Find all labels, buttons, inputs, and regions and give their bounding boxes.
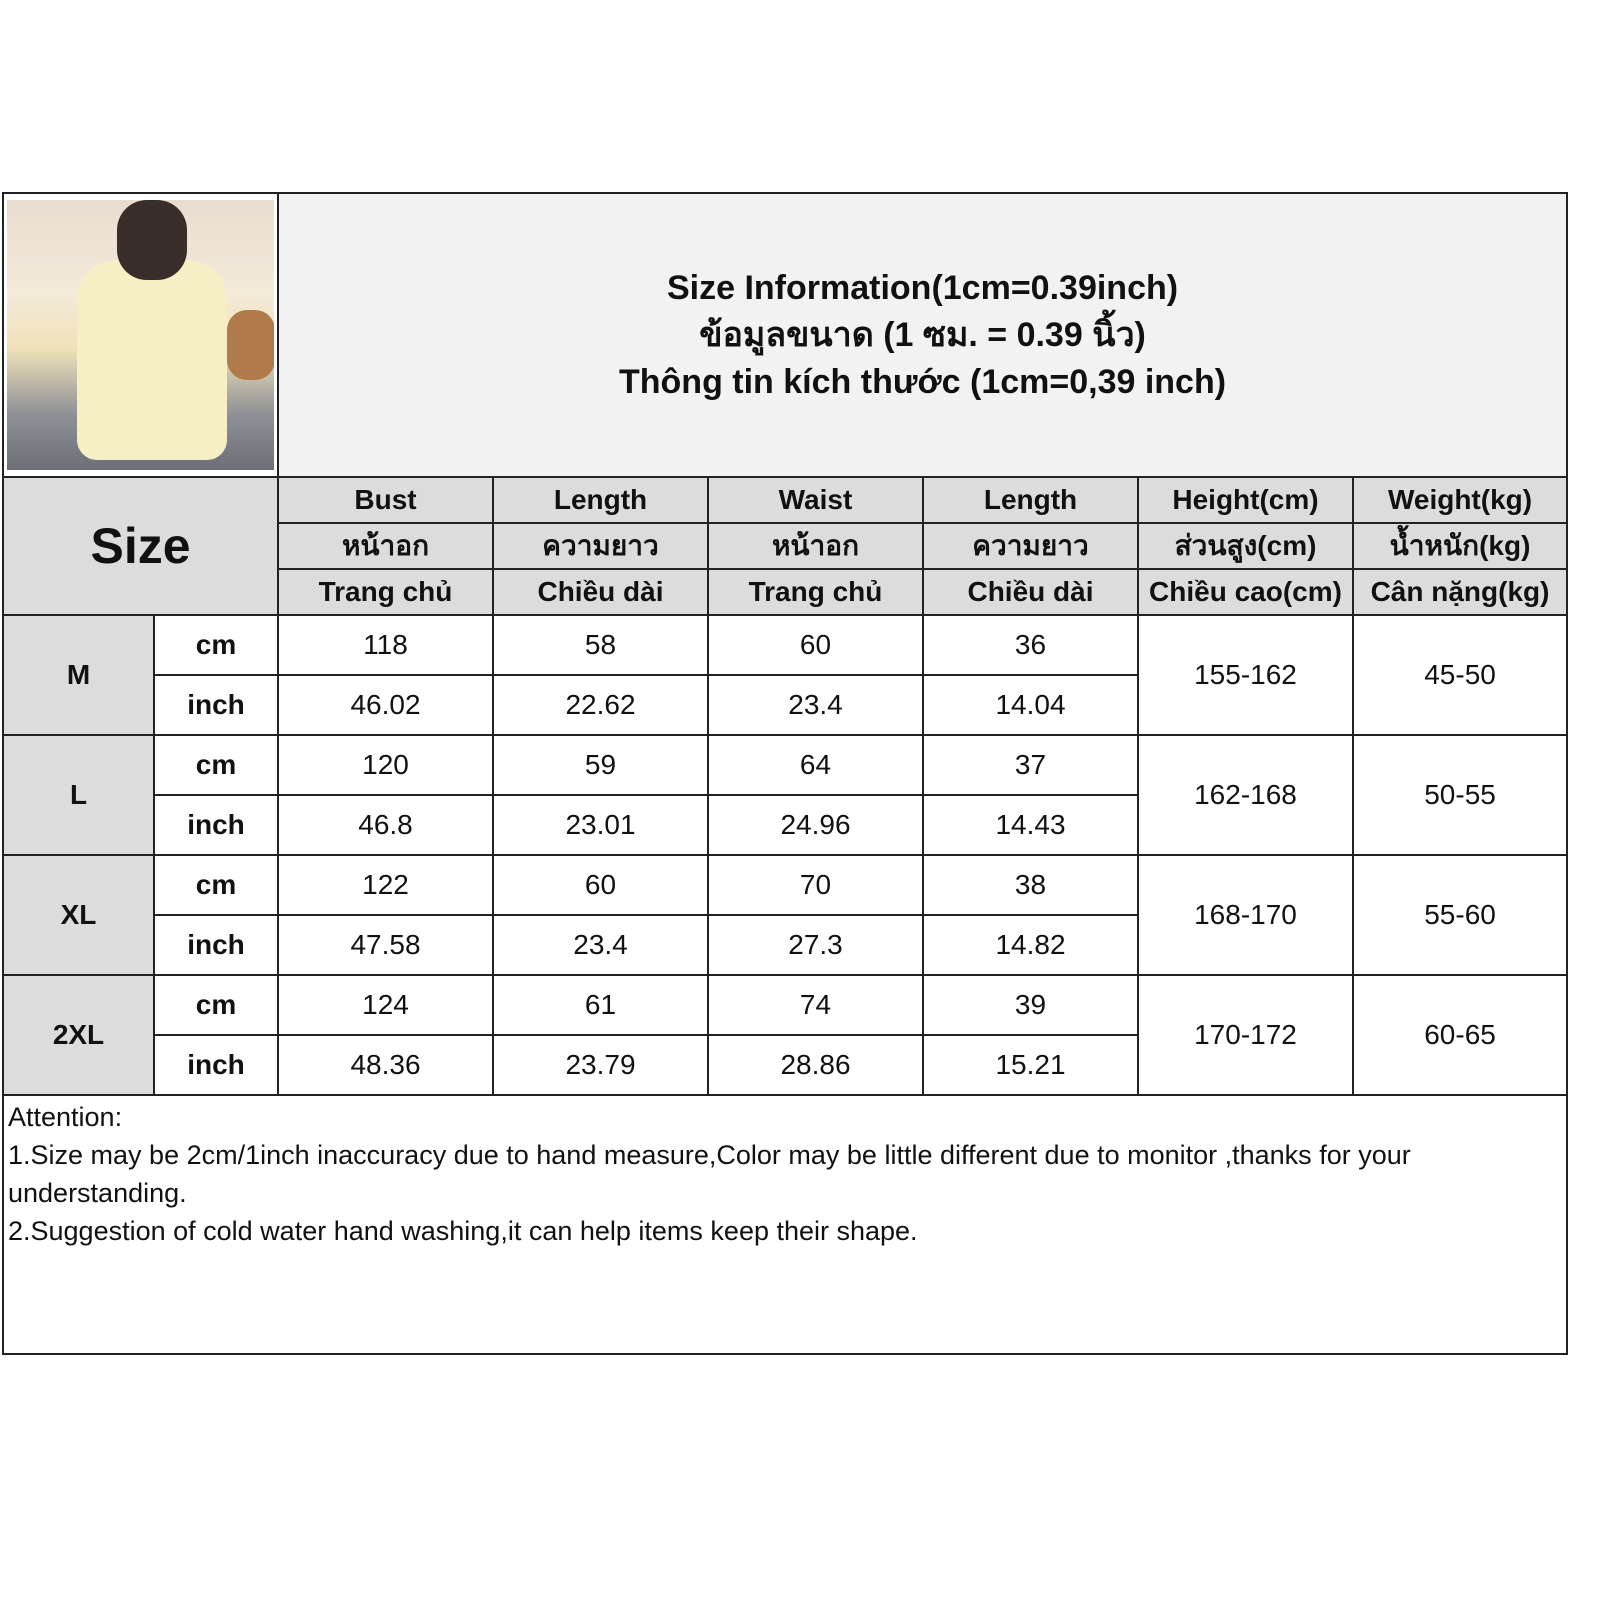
column-header: Length <box>922 476 1139 524</box>
size-label: L <box>2 734 155 856</box>
table-cell: 23.79 <box>492 1034 709 1096</box>
title-en: Size Information(1cm=0.39inch) <box>666 268 1179 307</box>
table-cell: 23.4 <box>492 914 709 976</box>
table-cell: 14.82 <box>922 914 1139 976</box>
table-cell: 122 <box>277 854 494 916</box>
table-cell: 15.21 <box>922 1034 1139 1096</box>
unit-label: cm <box>153 974 279 1036</box>
size-label: M <box>2 614 155 736</box>
table-cell: 38 <box>922 854 1139 916</box>
table-cell: 23.01 <box>492 794 709 856</box>
table-cell: 22.62 <box>492 674 709 736</box>
unit-label: inch <box>153 1034 279 1096</box>
weight-cell: 60-65 <box>1351 974 1569 1096</box>
unit-label: inch <box>153 794 279 856</box>
table-cell: 14.04 <box>922 674 1139 736</box>
table-cell: 48.36 <box>277 1034 494 1096</box>
column-header: Chiều dài <box>922 568 1139 616</box>
column-header: Height(cm) <box>1137 476 1354 524</box>
table-cell: 60 <box>707 614 924 676</box>
attention-notes: Attention: 1.Size may be 2cm/1inch inaccu… <box>1 1094 1569 1355</box>
table-cell: 47.58 <box>277 914 494 976</box>
column-header: Trang chủ <box>707 568 924 616</box>
table-cell: 64 <box>707 734 924 796</box>
unit-label: cm <box>153 734 279 796</box>
column-header: Chiều dài <box>492 568 709 616</box>
table-cell: 24.96 <box>707 794 924 856</box>
unit-label: inch <box>153 914 279 976</box>
weight-cell: 50-55 <box>1351 734 1569 856</box>
table-cell: 39 <box>922 974 1139 1036</box>
column-header: Weight(kg) <box>1351 476 1569 524</box>
table-cell: 61 <box>492 974 709 1036</box>
column-header: Trang chủ <box>277 568 494 616</box>
table-cell: 37 <box>922 734 1139 796</box>
attention-heading: Attention: <box>8 1102 123 1132</box>
table-cell: 124 <box>277 974 494 1036</box>
size-header: Size <box>2 476 279 616</box>
product-photo <box>2 192 279 478</box>
table-cell: 28.86 <box>707 1034 924 1096</box>
height-cell: 162-168 <box>1137 734 1354 856</box>
size-chart: Size Information(1cm=0.39inch) ข้อมูลขนา… <box>1 192 1569 1355</box>
height-cell: 170-172 <box>1137 974 1354 1096</box>
unit-label: cm <box>153 854 279 916</box>
attention-note: 1.Size may be 2cm/1inch inaccuracy due t… <box>8 1140 1411 1208</box>
column-header: ส่วนสูง(cm) <box>1137 522 1354 570</box>
column-header: Bust <box>277 476 494 524</box>
size-label: XL <box>2 854 155 976</box>
unit-label: inch <box>153 674 279 736</box>
title-vi: Thông tin kích thước (1cm=0,39 inch) <box>619 362 1227 401</box>
column-header: ความยาว <box>922 522 1139 570</box>
column-header: Waist <box>707 476 924 524</box>
column-header: Cân nặng(kg) <box>1351 568 1569 616</box>
table-cell: 46.8 <box>277 794 494 856</box>
table-cell: 59 <box>492 734 709 796</box>
table-cell: 74 <box>707 974 924 1036</box>
attention-note: 2.Suggestion of cold water hand washing,… <box>8 1216 918 1246</box>
unit-label: cm <box>153 614 279 676</box>
table-cell: 118 <box>277 614 494 676</box>
size-label: 2XL <box>2 974 155 1096</box>
height-cell: 168-170 <box>1137 854 1354 976</box>
column-header: Length <box>492 476 709 524</box>
table-cell: 120 <box>277 734 494 796</box>
table-cell: 58 <box>492 614 709 676</box>
table-cell: 70 <box>707 854 924 916</box>
column-header: น้ำหนัก(kg) <box>1351 522 1569 570</box>
weight-cell: 45-50 <box>1351 614 1569 736</box>
weight-cell: 55-60 <box>1351 854 1569 976</box>
table-cell: 27.3 <box>707 914 924 976</box>
column-header: ความยาว <box>492 522 709 570</box>
column-header: หน้าอก <box>707 522 924 570</box>
height-cell: 155-162 <box>1137 614 1354 736</box>
table-cell: 46.02 <box>277 674 494 736</box>
column-header: หน้าอก <box>277 522 494 570</box>
title-th: ข้อมูลขนาด (1 ซม. = 0.39 นิ้ว) <box>699 315 1146 354</box>
title-block: Size Information(1cm=0.39inch) ข้อมูลขนา… <box>276 192 1569 478</box>
table-cell: 23.4 <box>707 674 924 736</box>
table-cell: 60 <box>492 854 709 916</box>
column-header: Chiều cao(cm) <box>1137 568 1354 616</box>
table-cell: 14.43 <box>922 794 1139 856</box>
table-cell: 36 <box>922 614 1139 676</box>
